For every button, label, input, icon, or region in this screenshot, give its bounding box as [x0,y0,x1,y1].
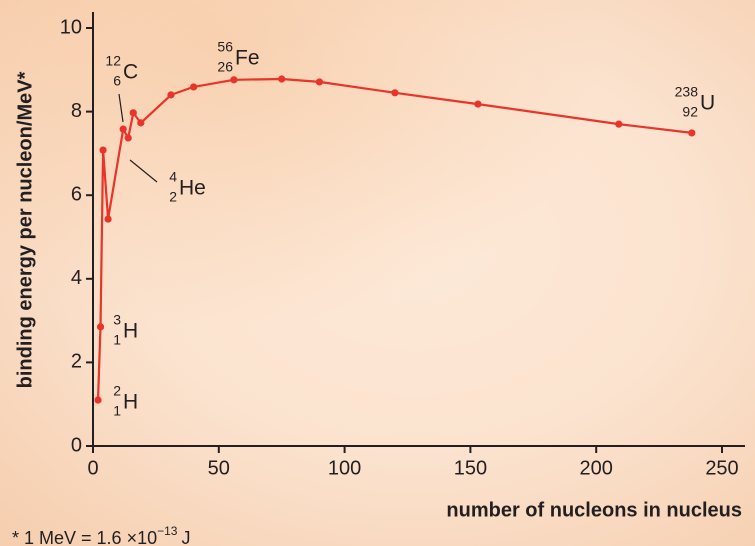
data-point [615,120,623,128]
atomic-number: 6 [113,73,121,89]
footnote-unit: J [181,528,190,546]
element-symbol: Fe [235,47,260,70]
element-symbol: H [123,391,138,414]
footnote-exponent: −13 [157,524,178,538]
mass-number: 4 [169,169,177,185]
y-axis-title: binding energy per nucleon/MeV* [14,71,36,388]
data-point [474,100,482,108]
y-tick-label: 6 [71,183,82,205]
y-tick-label: 10 [60,16,82,38]
x-tick-label: 100 [328,457,361,479]
data-point [94,396,102,404]
atomic-number: 2 [169,189,177,205]
y-tick-label: 0 [71,434,82,456]
y-tick-label: 2 [71,351,82,373]
x-tick-label: 50 [208,457,230,479]
data-point [99,146,107,154]
atomic-number: 26 [217,59,233,75]
element-symbol: H [123,320,138,343]
data-point [96,323,105,331]
data-point [129,109,137,117]
x-tick-label: 200 [580,457,613,479]
data-point [315,78,324,86]
data-point [190,83,198,91]
data-point [391,89,399,97]
footnote-text: * 1 MeV = 1.6 ×10 [12,528,157,546]
mass-number: 238 [675,84,699,100]
data-point [137,119,145,127]
x-tick-label: 0 [87,457,98,479]
data-point [230,76,238,84]
element-symbol: C [123,61,138,84]
mass-number: 56 [217,39,233,55]
element-symbol: U [700,92,715,115]
y-tick-label: 8 [71,100,82,122]
x-tick-label: 250 [705,457,738,479]
data-point [167,91,175,99]
y-tick-label: 4 [71,267,82,289]
mass-number: 2 [113,383,121,399]
x-tick-label: 150 [454,457,487,479]
element-symbol: He [179,177,206,200]
atomic-number: 1 [113,403,121,419]
data-point [104,215,112,223]
data-point [119,125,127,133]
x-axis-title: number of nucleons in nucleus [446,499,742,521]
data-point [124,134,132,142]
data-point [278,75,286,83]
data-point [688,129,696,137]
leader-line [129,159,158,183]
footnote: * 1 MeV = 1.6 ×10−13 J [12,524,190,546]
atomic-number: 92 [682,104,698,120]
atomic-number: 1 [113,332,121,348]
mass-number: 12 [105,53,121,69]
leader-line [118,93,124,123]
mass-number: 3 [113,312,121,328]
